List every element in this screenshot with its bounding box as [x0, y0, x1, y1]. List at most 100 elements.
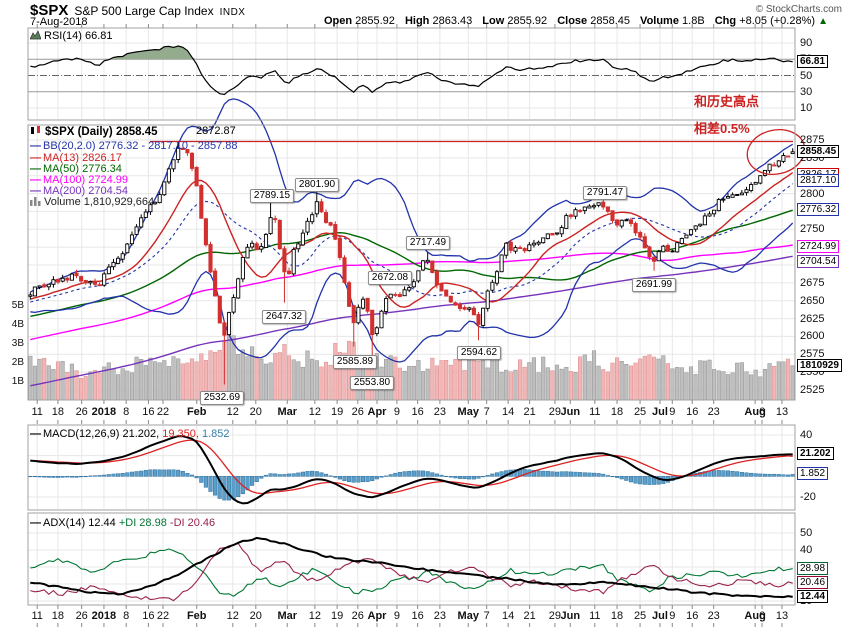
volume-bar	[365, 356, 370, 401]
volume-bars-icon	[30, 196, 41, 209]
macd-histogram-bar	[531, 469, 536, 477]
macd-histogram-bar	[656, 476, 661, 485]
rsi-legend: RSI(14) 66.81	[29, 30, 112, 43]
macd-histogram-bar	[356, 476, 361, 483]
ma13-legend: — MA(13) 2826.17	[30, 152, 122, 164]
macd-histogram-bar	[111, 473, 116, 477]
candle-body	[277, 219, 282, 250]
macd-histogram-bar	[753, 473, 758, 477]
exchange-label: INDX	[219, 7, 246, 18]
candle-body	[744, 189, 749, 194]
volume-bar	[314, 360, 319, 401]
macd-histogram-bar	[217, 476, 222, 499]
macd-histogram-bar	[471, 476, 476, 480]
candle-body	[772, 164, 777, 167]
title-row: $SPX S&P 500 Large Cap Index INDX	[30, 2, 245, 20]
macd-histogram-bar	[647, 476, 652, 485]
candle-body	[83, 280, 88, 284]
volume-bar	[522, 366, 527, 401]
ma50-legend-text: MA(50) 2776.34	[43, 163, 122, 175]
volume-bar	[213, 351, 218, 401]
macd-histogram-bar	[573, 471, 578, 477]
adx-legend-plus-di: +DI 28.98	[118, 517, 170, 529]
volume-bar	[772, 366, 777, 401]
macd-histogram-bar	[559, 471, 564, 477]
macd-histogram-bar	[129, 471, 135, 477]
candle-body	[125, 243, 130, 254]
volume-bar	[286, 355, 292, 401]
candle-body	[661, 245, 666, 253]
candle-body	[263, 233, 269, 248]
macd-histogram-bar	[46, 476, 51, 478]
candle-body	[407, 287, 412, 291]
candle-body	[665, 245, 670, 252]
volume-bar	[587, 361, 592, 401]
macd-histogram-bar	[148, 469, 153, 477]
candle-body	[245, 246, 250, 259]
candle-body	[347, 282, 352, 307]
candle-body	[194, 166, 199, 187]
volume-bar	[647, 354, 652, 401]
candle-body	[453, 302, 458, 306]
candle-body	[730, 194, 735, 198]
macd-histogram-bar	[494, 472, 500, 477]
volume-bar	[638, 358, 643, 401]
plus-di-line	[30, 548, 793, 597]
candle-body	[217, 295, 222, 324]
bb-lower-line	[30, 222, 794, 363]
macd-histogram-bar	[393, 472, 398, 477]
macd-histogram-bar	[568, 471, 573, 477]
candle-body	[323, 212, 329, 223]
candle-body	[434, 271, 439, 286]
volume-bar	[37, 358, 42, 401]
volume-bar	[208, 350, 213, 401]
candle-body	[573, 209, 578, 217]
ma200-line	[30, 255, 793, 387]
candle-body	[504, 242, 509, 256]
volume-legend-text: Volume 1,810,929,664	[44, 196, 155, 208]
volume-bar	[688, 366, 694, 401]
volume-bar	[379, 366, 384, 401]
volume-bar	[143, 365, 148, 401]
volume-bar	[790, 365, 795, 401]
macd-histogram-bar	[624, 476, 629, 481]
volume-bar	[707, 359, 712, 401]
candle-body	[693, 225, 698, 230]
candle-body	[596, 202, 601, 206]
candle-body	[554, 232, 560, 235]
volume-bar	[725, 374, 731, 401]
candle-body	[374, 327, 379, 335]
macd-histogram-bar	[545, 470, 550, 477]
candle-body	[499, 254, 504, 273]
volume-bar	[698, 360, 703, 401]
candle-body	[333, 224, 338, 240]
volume-bar	[296, 361, 301, 401]
candle-body	[397, 294, 402, 297]
annotation-text-line1: 和历史高点	[694, 94, 760, 109]
volume-bar	[457, 355, 463, 401]
volume-bar	[106, 362, 111, 401]
volume-bar	[471, 358, 476, 401]
candle-body	[37, 285, 42, 288]
candle-body	[619, 219, 624, 227]
candle-body	[393, 293, 398, 296]
volume-bar	[203, 360, 208, 401]
volume-bar	[513, 369, 518, 401]
adx-legend-black: ADX(14) 12.44	[43, 517, 119, 529]
volume-bar	[102, 366, 107, 401]
macd-histogram-bar	[605, 475, 610, 477]
volume-bar	[356, 364, 361, 401]
volume-bar	[129, 372, 135, 401]
macd-histogram-bar	[171, 469, 176, 477]
volume-bar	[120, 368, 125, 401]
macd-histogram-bar	[277, 474, 282, 477]
macd-histogram-bar	[638, 476, 643, 485]
volume-bar	[508, 371, 513, 401]
candle-body	[610, 210, 615, 222]
candle-body	[287, 270, 292, 275]
macd-histogram-bar	[379, 476, 384, 478]
volume-bar	[236, 354, 241, 401]
volume-bar	[476, 360, 481, 401]
candle-body	[111, 261, 116, 268]
candle-body	[739, 192, 744, 196]
